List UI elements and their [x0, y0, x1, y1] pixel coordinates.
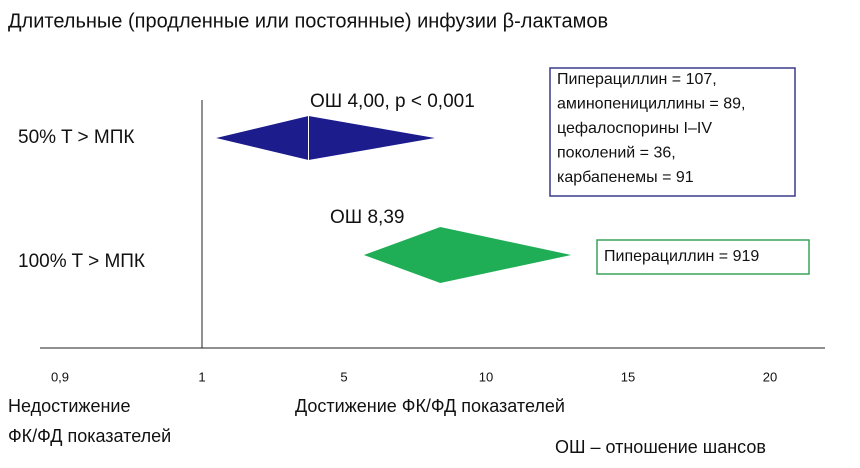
row-label: 100% T > МПК — [18, 251, 145, 272]
note-box — [596, 239, 810, 275]
x-axis-label: Достижение ФК/ФД показателей — [295, 396, 565, 416]
diamond — [216, 116, 435, 160]
note-text: Пиперациллин = 107, — [557, 71, 717, 88]
footnote: ОШ – отношение шансов — [555, 437, 766, 457]
x-tick-label: 0,9 — [51, 369, 69, 384]
note-text: цефалоспорины I–IV — [557, 120, 712, 137]
diamond — [363, 227, 572, 283]
note-text: Пиперациллин = 919 — [604, 248, 759, 265]
x-tick-label: 20 — [763, 369, 777, 384]
note-box — [549, 67, 796, 197]
x-axis-label-left: Недостижение — [8, 396, 130, 416]
data-label: ОШ 8,39 — [330, 207, 404, 228]
x-tick-label: 10 — [479, 369, 493, 384]
x-tick-label: 5 — [340, 369, 347, 384]
note-text: карбапенемы = 91 — [557, 169, 694, 186]
note-text: аминопенициллины = 89, — [557, 96, 745, 113]
note-text: поколений = 36, — [557, 145, 676, 162]
x-axis-label-left: ФК/ФД показателей — [8, 426, 171, 446]
chart-title: Длительные (продленные или постоянные) и… — [8, 10, 608, 32]
data-label: ОШ 4,00, p < 0,001 — [310, 91, 475, 112]
x-tick-label: 1 — [198, 369, 205, 384]
x-tick-label: 15 — [621, 369, 635, 384]
row-label: 50% T > МПК — [18, 127, 134, 148]
